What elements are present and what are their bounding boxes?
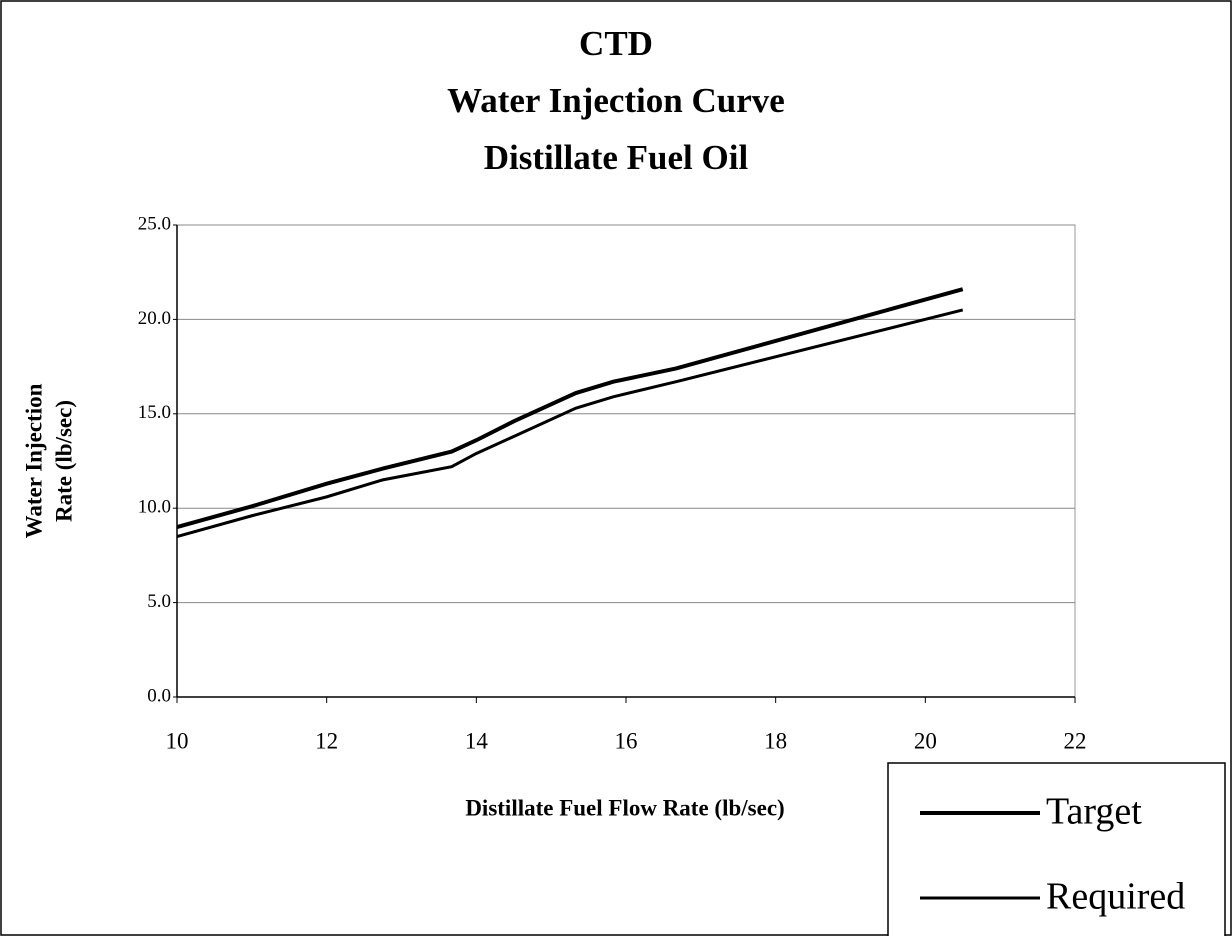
y-tick-label: 15.0 <box>138 402 171 423</box>
legend-label: Required <box>1046 876 1185 918</box>
x-tick-label: 18 <box>764 728 787 753</box>
y-tick-label: 25.0 <box>138 213 171 234</box>
y-tick-label: 10.0 <box>138 497 171 518</box>
x-tick-label: 20 <box>914 728 937 753</box>
y-tick-label: 5.0 <box>147 591 171 612</box>
x-tick-label: 12 <box>315 728 338 753</box>
y-axis-label: Water Injection <box>21 383 46 538</box>
chart-title: CTD <box>579 24 653 63</box>
x-axis-label: Distillate Fuel Flow Rate (lb/sec) <box>465 795 784 820</box>
x-tick-label: 10 <box>166 728 189 753</box>
y-tick-label: 0.0 <box>147 685 171 706</box>
chart-title: Distillate Fuel Oil <box>484 138 749 177</box>
series-line <box>176 308 964 538</box>
chart-title: Water Injection Curve <box>447 81 785 120</box>
x-tick-label: 16 <box>615 728 638 753</box>
series-line <box>176 287 964 530</box>
x-tick-label: 14 <box>465 728 489 753</box>
x-tick-label: 22 <box>1064 728 1087 753</box>
y-axis-label: Rate (lb/sec) <box>51 400 76 522</box>
legend-label: Target <box>1046 791 1142 833</box>
legend-box <box>887 762 1226 936</box>
y-tick-label: 20.0 <box>138 308 171 329</box>
